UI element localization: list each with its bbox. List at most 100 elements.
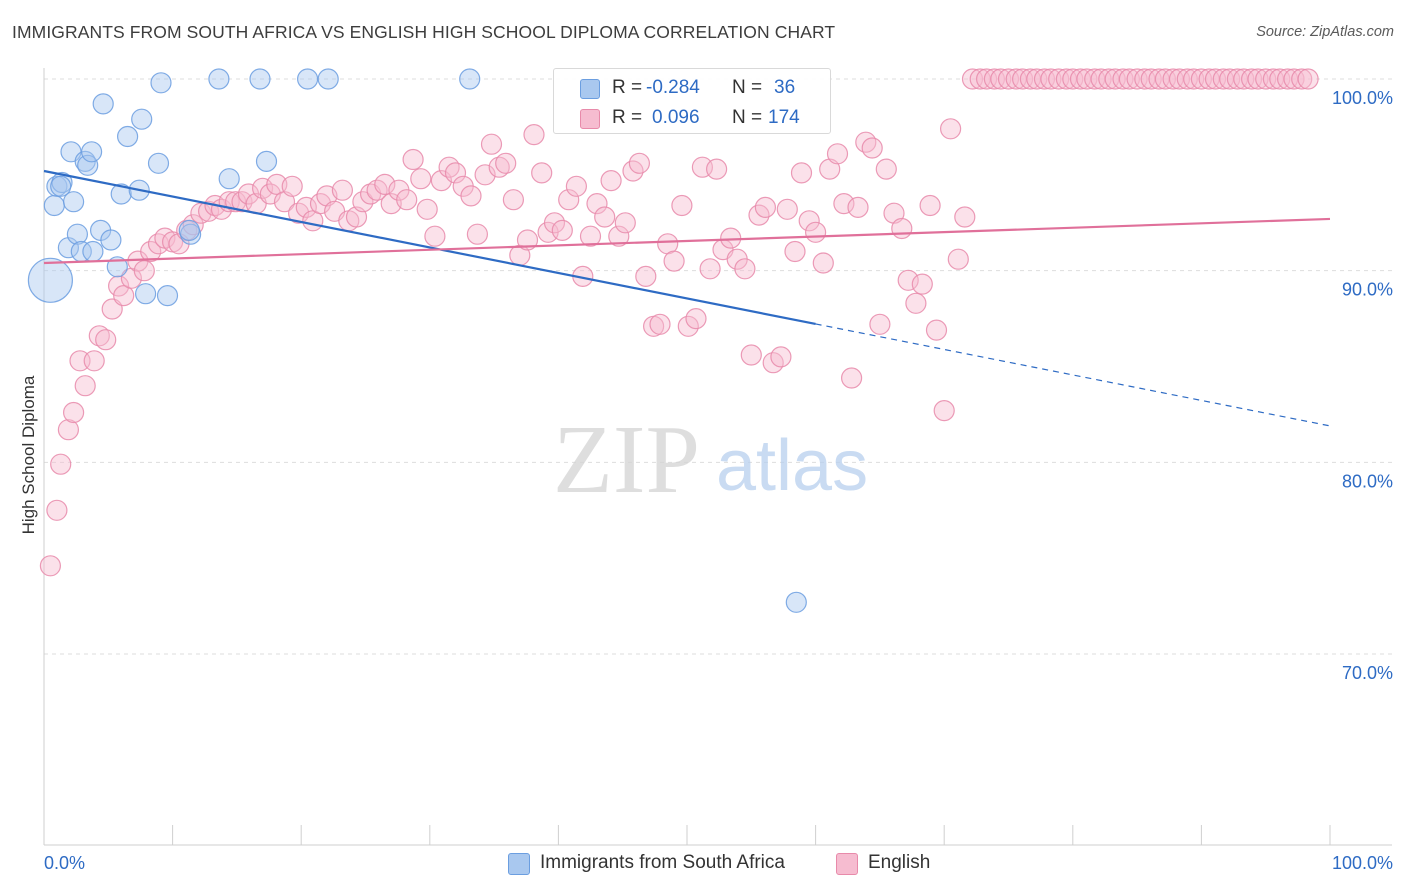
trend-line-english xyxy=(43,217,1331,265)
y-tick-label: 70.0% xyxy=(1342,663,1393,683)
data-point xyxy=(156,285,179,307)
data-point xyxy=(82,240,104,263)
trend-line-south-africa-extension xyxy=(815,323,1331,427)
data-point xyxy=(925,319,948,341)
data-point xyxy=(705,158,728,180)
data-point xyxy=(444,162,467,184)
data-point xyxy=(107,275,130,297)
data-point xyxy=(50,175,72,197)
data-point xyxy=(685,308,707,330)
data-point xyxy=(140,240,162,263)
data-point xyxy=(905,292,927,314)
data-point xyxy=(416,198,438,220)
data-point xyxy=(281,175,303,197)
watermark: ZIP atlas xyxy=(553,406,868,514)
data-point xyxy=(101,298,123,320)
data-point xyxy=(92,93,114,115)
data-point xyxy=(565,175,588,197)
data-point xyxy=(43,194,65,217)
data-point xyxy=(147,152,170,174)
legend-r-value: 0.096 xyxy=(652,107,700,128)
data-point xyxy=(46,499,68,521)
data-point xyxy=(990,68,1012,90)
data-point xyxy=(1291,68,1313,90)
data-point xyxy=(579,225,602,247)
data-point xyxy=(50,453,72,475)
data-point xyxy=(798,210,820,232)
data-point xyxy=(116,125,139,148)
data-point xyxy=(74,375,96,397)
y-tick-label: 100.0% xyxy=(1332,88,1393,108)
data-point xyxy=(911,273,933,295)
legend-r-label: R = xyxy=(612,77,643,98)
data-point xyxy=(954,206,976,228)
data-point xyxy=(27,257,74,303)
data-point xyxy=(1183,68,1205,90)
data-point xyxy=(804,221,827,243)
south-africa-points xyxy=(27,68,807,613)
data-point xyxy=(249,68,271,90)
data-point xyxy=(833,193,855,215)
legend-n-label: N = xyxy=(732,107,763,128)
data-point xyxy=(1247,68,1269,90)
data-point xyxy=(331,179,353,201)
data-point xyxy=(133,260,155,282)
data-point xyxy=(255,150,278,172)
data-point xyxy=(396,189,418,211)
data-point xyxy=(178,219,200,241)
data-point xyxy=(784,240,806,263)
data-point xyxy=(600,170,622,192)
data-point xyxy=(88,325,110,347)
data-point xyxy=(608,225,630,247)
trend-line-south-africa xyxy=(43,169,816,326)
data-point xyxy=(39,555,62,577)
data-point xyxy=(295,196,317,218)
y-tick-label: 80.0% xyxy=(1342,471,1393,491)
data-point xyxy=(66,223,89,245)
data-point xyxy=(734,258,756,280)
data-point xyxy=(402,148,424,171)
data-point xyxy=(594,206,616,228)
data-point xyxy=(947,248,969,270)
data-point xyxy=(480,133,503,155)
data-point xyxy=(855,131,877,153)
data-point xyxy=(62,401,85,424)
data-point xyxy=(150,72,172,94)
data-point xyxy=(919,194,941,217)
data-point xyxy=(374,173,396,195)
tick-labels: 100.0% 90.0% 80.0% 70.0% 0.0% 100.0% xyxy=(44,88,1393,873)
data-point xyxy=(352,191,374,213)
axes xyxy=(43,68,1392,846)
data-point xyxy=(225,191,247,213)
legend-swatch-pink xyxy=(836,853,858,875)
legend-n-value: 36 xyxy=(774,77,796,98)
data-point xyxy=(754,196,777,218)
data-point xyxy=(614,212,636,234)
data-point xyxy=(847,196,869,218)
data-point xyxy=(424,225,446,247)
data-point xyxy=(218,168,240,190)
data-point xyxy=(208,68,230,90)
x-tick-label: 0.0% xyxy=(44,853,85,873)
data-point xyxy=(939,118,962,140)
data-point xyxy=(131,108,153,130)
data-point xyxy=(80,141,103,163)
data-point xyxy=(558,189,580,211)
data-point xyxy=(812,252,834,274)
data-point xyxy=(628,152,651,174)
data-point xyxy=(113,285,135,307)
data-point xyxy=(57,419,80,441)
data-point xyxy=(95,329,117,351)
data-point xyxy=(699,258,721,280)
legend-label-english: English xyxy=(868,852,931,873)
correlation-legend: R = -0.284 N = 36 R = 0.096 N = 174 xyxy=(553,68,831,134)
data-point xyxy=(891,217,913,240)
data-point xyxy=(933,400,955,422)
data-point xyxy=(62,191,85,213)
legend-swatch-pink xyxy=(580,109,600,129)
data-point xyxy=(586,193,608,215)
trend-lines xyxy=(43,169,1331,427)
data-point xyxy=(635,265,657,287)
legend-n-value: 174 xyxy=(768,107,800,128)
english-points xyxy=(39,68,1319,577)
